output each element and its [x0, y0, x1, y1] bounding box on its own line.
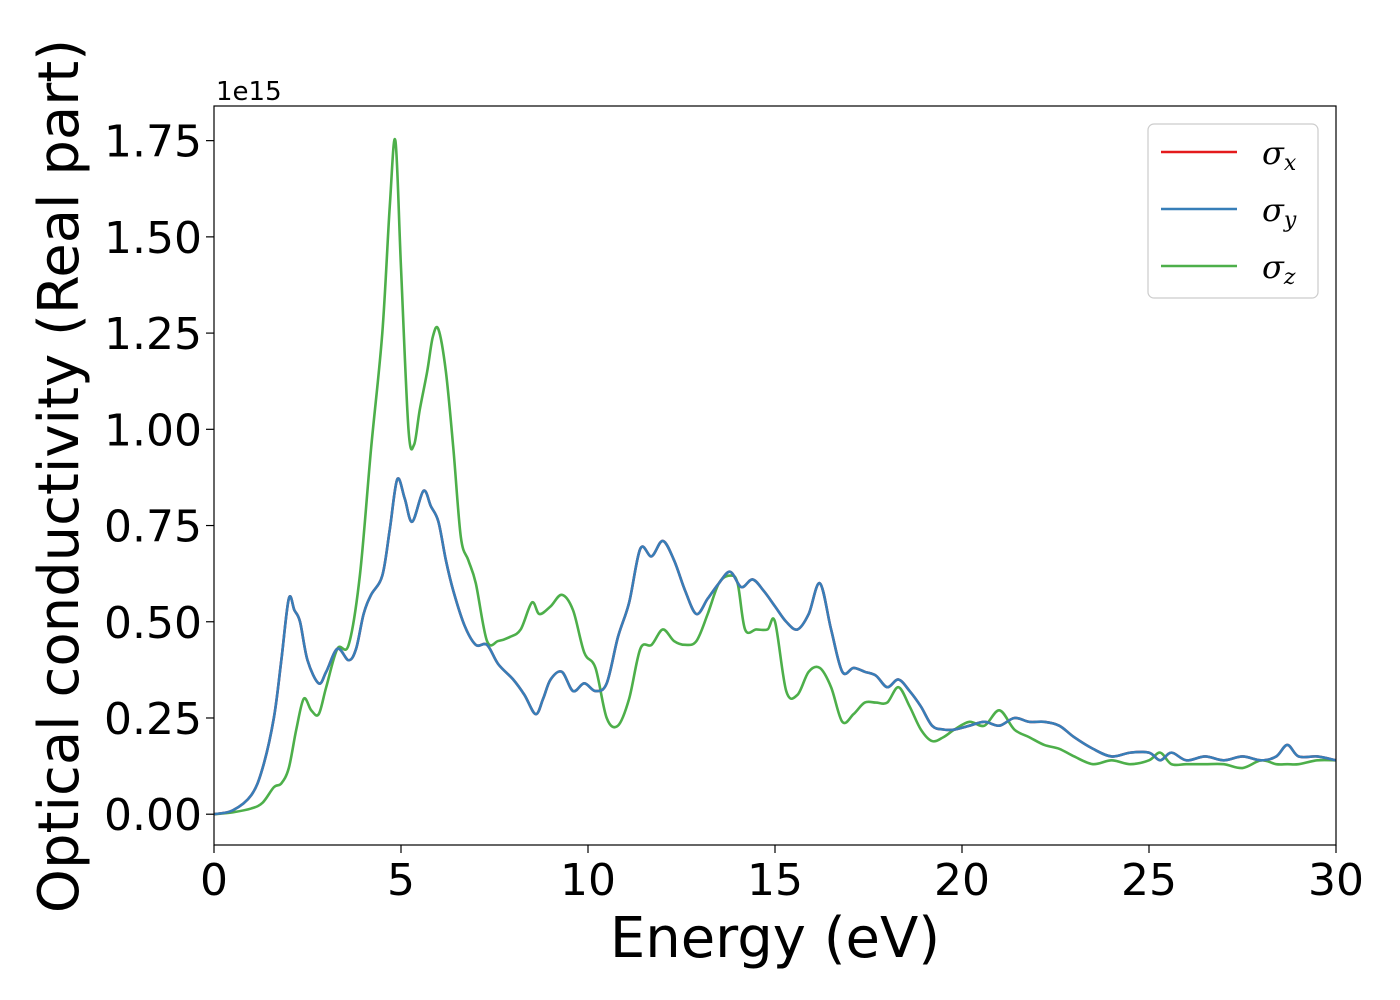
- y-tick-label: 0.75: [104, 502, 202, 553]
- series-line-y: [214, 477, 1336, 816]
- x-tick-label: 5: [387, 855, 415, 906]
- y-tick-label: 0.25: [104, 694, 202, 745]
- x-tick-label: 0: [200, 855, 228, 906]
- legend-frame: [1147, 123, 1319, 299]
- x-tick-label: 30: [1308, 855, 1364, 906]
- y-tick-label: 1.75: [104, 117, 202, 168]
- y-axis-ticks: 0.00 0.25 0.50 0.75 1.00 1.25 1.50 1.75: [104, 117, 214, 841]
- x-tick-label: 10: [560, 855, 616, 906]
- y-tick-label: 0.50: [104, 598, 202, 649]
- y-axis-offset-text: 1e15: [216, 77, 282, 107]
- series-layer: [214, 137, 1336, 816]
- y-tick-label: 1.25: [104, 309, 202, 360]
- x-tick-label: 25: [1121, 855, 1177, 906]
- y-tick-label: 1.50: [104, 213, 202, 264]
- x-axis-ticks: 0 5 10 15 20 25 30: [200, 845, 1364, 906]
- x-tick-label: 15: [747, 855, 803, 906]
- y-tick-label: 1.00: [104, 405, 202, 456]
- x-tick-label: 20: [934, 855, 990, 906]
- series-line-z: [214, 137, 1336, 816]
- y-axis-label: Optical conductivity (Real part): [27, 39, 92, 913]
- y-tick-label: 0.00: [104, 790, 202, 841]
- x-axis-label: Energy (eV): [610, 906, 940, 971]
